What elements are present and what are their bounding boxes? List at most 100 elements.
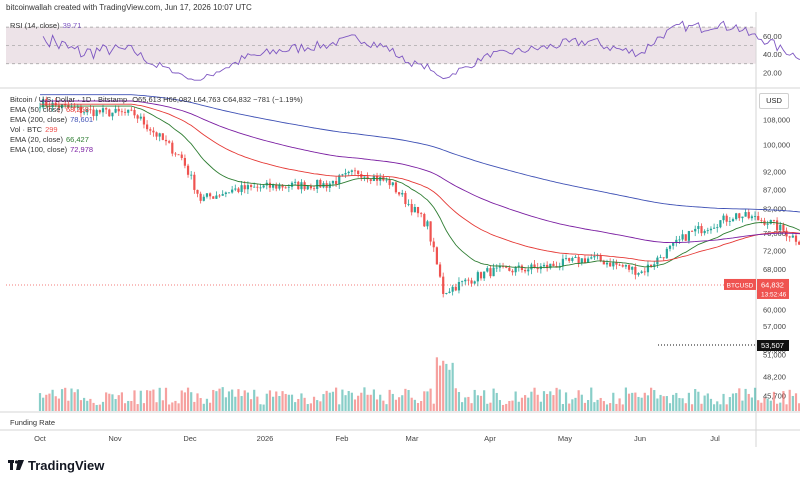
candle-body: [388, 179, 391, 186]
volume-bar: [546, 393, 549, 411]
candle-body: [700, 226, 703, 234]
volume-bar: [246, 392, 249, 411]
volume-bar: [278, 396, 281, 411]
tradingview-logo[interactable]: TradingView: [8, 458, 104, 473]
volume-bar: [678, 398, 681, 411]
candle-body: [253, 186, 256, 188]
volume-bar: [697, 391, 700, 411]
volume-bar: [665, 396, 668, 411]
candle-body: [193, 174, 196, 190]
candle-body: [580, 258, 583, 264]
volume-bar: [445, 363, 448, 411]
volume-bar: [353, 399, 357, 411]
volume-bar: [70, 388, 73, 411]
volume-bar: [218, 388, 221, 411]
volume-bar: [769, 400, 772, 411]
volume-bar: [483, 390, 486, 411]
volume-bar: [668, 403, 672, 411]
volume-bar: [467, 396, 470, 411]
volume-bar: [212, 389, 215, 411]
candle-body: [684, 234, 687, 241]
volume-bar: [508, 401, 511, 411]
volume-bar: [249, 399, 253, 411]
volume-bar: [602, 401, 605, 411]
candle-body: [174, 153, 177, 155]
volume-bar: [520, 397, 524, 411]
candle-body: [130, 109, 133, 111]
volume-bar: [539, 401, 542, 411]
volume-bar: [259, 404, 262, 411]
volume-bar: [725, 404, 728, 411]
candle-body: [319, 179, 322, 188]
volume-bar: [117, 395, 120, 411]
footer: [0, 447, 800, 483]
candle-body: [404, 192, 407, 205]
volume-bar: [735, 393, 738, 411]
candle-body: [231, 189, 234, 193]
candle-body: [101, 108, 105, 113]
chart-header: bitcoinwallah created with TradingView.c…: [6, 3, 252, 12]
candle-body: [741, 216, 744, 219]
volume-bar: [593, 402, 596, 411]
candle-body: [713, 227, 716, 229]
volume-bar: [287, 394, 290, 411]
candle-body: [423, 214, 426, 227]
volume-bar: [571, 399, 574, 411]
volume-bar: [89, 398, 92, 411]
candle-body: [95, 110, 98, 117]
candle-body: [438, 264, 442, 277]
currency-button[interactable]: USD: [759, 93, 789, 109]
volume-bar: [410, 397, 413, 411]
candle-body: [278, 185, 281, 189]
volume-bar: [45, 394, 48, 411]
volume-bar: [114, 399, 117, 411]
candle-body: [637, 273, 640, 275]
volume-bar: [599, 397, 602, 411]
candle-body: [467, 279, 470, 281]
ema20-label: EMA (20, close): [10, 135, 63, 144]
candle-body: [272, 184, 275, 188]
volume-bar: [716, 401, 719, 411]
volume-bar: [514, 391, 517, 411]
candle-body: [678, 239, 681, 241]
volume-bar: [640, 397, 643, 411]
volume-bar: [366, 394, 369, 411]
volume-bar: [791, 395, 794, 411]
volume-bar: [98, 404, 101, 411]
volume-bar: [662, 396, 665, 411]
candle-body: [788, 236, 791, 238]
candle-body: [287, 186, 290, 188]
volume-bar: [309, 403, 312, 411]
candle-body: [86, 109, 89, 113]
candle-body: [561, 258, 564, 266]
candle-body: [420, 213, 423, 215]
candle-body: [205, 193, 209, 197]
volume-bar: [111, 394, 114, 411]
candle-body: [139, 116, 142, 119]
candle-body: [599, 255, 602, 261]
candle-body: [596, 255, 599, 257]
volume-bar: [161, 400, 164, 411]
volume-bar: [240, 396, 243, 411]
volume-bar: [38, 393, 42, 411]
ema20-value: 66,427: [65, 135, 89, 144]
volume-bar: [95, 404, 98, 411]
volume-bar: [672, 394, 675, 411]
rsi-tick-label: 60.00: [763, 32, 782, 41]
volume-bar: [256, 396, 259, 411]
candle-body: [268, 182, 272, 188]
volume-bar: [760, 402, 763, 411]
ema200-label: EMA (200, close): [10, 115, 68, 124]
candle-body: [772, 220, 776, 221]
volume-bar: [385, 404, 388, 411]
candle-body: [51, 102, 54, 108]
candle-body: [779, 224, 782, 231]
volume-bar: [372, 389, 375, 411]
volume-bar: [609, 403, 612, 411]
y-tick-label: 108,000: [763, 116, 790, 125]
volume-bar: [454, 388, 457, 411]
candle-body: [76, 106, 79, 108]
candle-body: [123, 111, 127, 113]
vol-legend: Vol · BTC 299: [10, 125, 58, 134]
